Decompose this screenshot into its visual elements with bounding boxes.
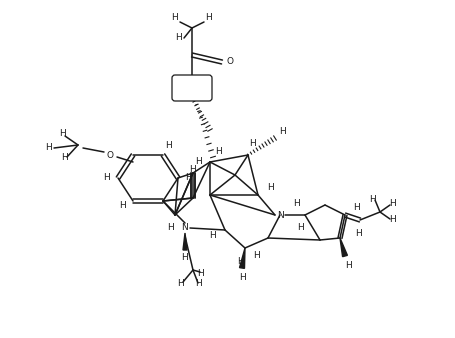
Text: H: H xyxy=(240,273,246,283)
Text: H: H xyxy=(177,279,184,288)
Text: H: H xyxy=(186,173,192,183)
Text: H: H xyxy=(389,199,395,209)
Text: H: H xyxy=(253,251,260,261)
Text: H: H xyxy=(267,183,273,192)
Text: H: H xyxy=(59,128,66,138)
Text: H: H xyxy=(293,198,300,208)
Text: H: H xyxy=(297,222,303,232)
Text: H: H xyxy=(172,14,178,23)
Text: N: N xyxy=(182,223,188,233)
Text: O: O xyxy=(227,56,233,66)
Text: H: H xyxy=(119,201,126,211)
FancyBboxPatch shape xyxy=(172,75,212,101)
Text: N: N xyxy=(277,211,283,219)
Text: H: H xyxy=(167,222,173,232)
Text: H: H xyxy=(210,231,217,240)
Text: H: H xyxy=(176,33,182,43)
Text: H: H xyxy=(197,268,204,277)
Text: H: H xyxy=(195,280,202,289)
Text: Abs: Abs xyxy=(183,83,201,93)
Text: H: H xyxy=(344,262,351,270)
Text: H: H xyxy=(195,158,202,167)
Text: H: H xyxy=(354,202,360,212)
Text: H: H xyxy=(250,139,256,147)
Text: O: O xyxy=(106,150,113,160)
Text: H: H xyxy=(278,127,285,137)
Polygon shape xyxy=(340,238,348,257)
Text: H: H xyxy=(45,144,51,152)
Text: H: H xyxy=(182,254,188,263)
Text: H: H xyxy=(205,14,212,23)
Polygon shape xyxy=(183,233,187,250)
Text: H: H xyxy=(215,147,222,156)
Text: H: H xyxy=(104,173,111,183)
Text: H: H xyxy=(389,216,395,224)
Text: H: H xyxy=(61,153,68,163)
Text: H: H xyxy=(354,230,361,239)
Text: H: H xyxy=(165,141,172,149)
Polygon shape xyxy=(239,248,245,268)
Text: H: H xyxy=(369,194,375,203)
Text: H: H xyxy=(237,257,243,266)
Text: H: H xyxy=(189,166,195,174)
